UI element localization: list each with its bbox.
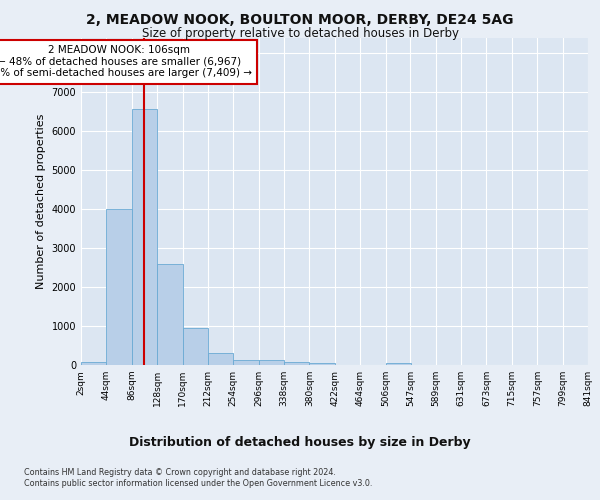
Y-axis label: Number of detached properties: Number of detached properties (36, 114, 46, 289)
Bar (386, 362, 411, 365)
Text: Size of property relative to detached houses in Derby: Size of property relative to detached ho… (142, 28, 458, 40)
Bar (259, 360, 284, 365)
Bar (208, 352, 233, 365)
Bar (284, 362, 310, 365)
Text: Distribution of detached houses by size in Derby: Distribution of detached houses by size … (129, 436, 471, 449)
Text: Contains HM Land Registry data © Crown copyright and database right 2024.
Contai: Contains HM Land Registry data © Crown c… (24, 468, 373, 487)
Bar (157, 264, 182, 365)
Bar (81, 362, 106, 365)
Text: 2, MEADOW NOOK, BOULTON MOOR, DERBY, DE24 5AG: 2, MEADOW NOOK, BOULTON MOOR, DERBY, DE2… (86, 12, 514, 26)
Bar (106, 209, 132, 365)
Text: 2 MEADOW NOOK: 106sqm
← 48% of detached houses are smaller (6,967)
51% of semi-d: 2 MEADOW NOOK: 106sqm ← 48% of detached … (0, 46, 251, 78)
Bar (233, 360, 259, 365)
Bar (310, 362, 335, 365)
Bar (182, 328, 208, 365)
Bar (132, 109, 157, 365)
